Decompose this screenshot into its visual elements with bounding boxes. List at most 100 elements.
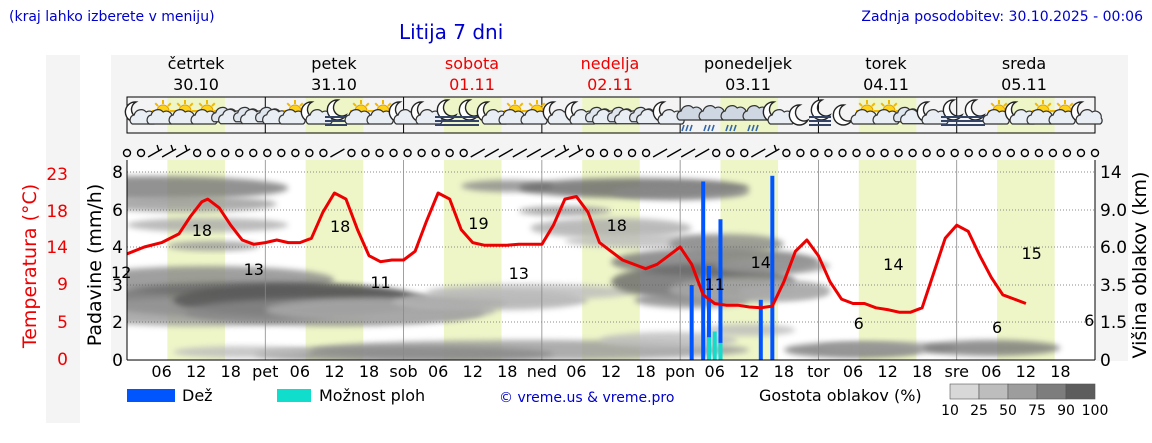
rain-drop	[681, 124, 685, 132]
updated-timestamp: Zadnja posodobitev: 30.10.2025 - 00:06	[861, 9, 1143, 25]
wind-calm-icon	[319, 148, 328, 158]
cloud-height-tick: 3.5	[1100, 276, 1127, 296]
temperature-data-label: 14	[751, 253, 771, 272]
wind-shaft	[147, 148, 163, 158]
wind-barb-icon	[694, 148, 710, 158]
cloud-density-blob	[703, 324, 796, 336]
rain-drop	[685, 124, 689, 132]
rain-drop	[703, 124, 707, 132]
wind-calm-icon	[136, 148, 146, 158]
wind-calm-icon	[122, 148, 132, 158]
cloud-density-blob	[518, 206, 612, 216]
density-swatch	[978, 383, 1009, 400]
moon-shape	[326, 99, 348, 121]
wind-calm-icon	[445, 148, 454, 158]
wind-calm-icon	[305, 148, 314, 158]
wind-shaft	[680, 148, 696, 158]
wind-barb-icon	[484, 148, 500, 158]
x-tick-hour: 18	[635, 362, 655, 381]
sun-ray	[176, 102, 181, 107]
day-date: 01.11	[449, 75, 495, 94]
wind-calm-icon	[206, 148, 216, 158]
credit-link[interactable]: © vreme.us & vreme.pro	[499, 390, 674, 406]
wind-calm-icon	[922, 148, 931, 158]
day-date: 05.11	[1001, 75, 1047, 94]
fog-icon	[941, 99, 964, 126]
wind-calm-icon	[277, 148, 286, 158]
density-swatch	[1036, 383, 1067, 400]
wind-barb-icon	[526, 148, 542, 158]
precipitation-tick: 0	[112, 351, 123, 371]
x-tick-hour: 12	[601, 362, 621, 381]
density-tick: 100	[1082, 403, 1109, 419]
wind-calm-icon	[936, 148, 945, 158]
wind-feather	[184, 144, 188, 152]
x-tick-day: sob	[389, 362, 417, 381]
sun-ray	[352, 102, 357, 107]
wind-barb-icon	[680, 148, 696, 158]
moon-cloud-icon	[1070, 101, 1103, 125]
temperature-data-label: 11	[370, 273, 390, 292]
wind-calm-icon	[235, 148, 244, 158]
x-tick-day: pon	[665, 362, 695, 381]
sun-ray	[990, 102, 995, 107]
temperature-labels: 12 18 13 18 11 19 13 18 11 14 6 14 6 15 6	[111, 214, 1094, 337]
wind-barb-icon	[652, 148, 668, 158]
sun-ray	[1047, 102, 1052, 107]
sun-cloud-icon	[872, 100, 900, 125]
sun-ray	[189, 102, 194, 107]
cloud-density-blob	[167, 241, 260, 251]
sun-ray	[286, 102, 291, 107]
precipitation-axis-label: Padavine (mm/h)	[84, 184, 106, 347]
x-tick-hour: 18	[497, 362, 517, 381]
cloud-density-blob	[922, 340, 1061, 356]
sun-ray	[1056, 102, 1061, 107]
cloud-density-blob	[127, 176, 289, 200]
wind-calm-icon	[263, 148, 272, 158]
cloud-density-layer	[127, 176, 1061, 360]
precipitation-axis: 8 6 4 3 2 0	[112, 163, 123, 371]
wind-shaft	[470, 148, 486, 158]
wind-shaft	[161, 148, 177, 158]
wind-row	[122, 144, 1100, 158]
cloud-height-tick: 14	[1100, 163, 1122, 183]
legend-shower-swatch	[277, 389, 311, 402]
x-tick-hour: 12	[324, 362, 344, 381]
density-tick: 25	[970, 403, 988, 419]
page-title: Litija 7 dni	[399, 20, 503, 44]
rain-bars	[689, 175, 775, 360]
moon-shape	[810, 99, 832, 121]
wind-shaft	[568, 148, 584, 158]
moon-shape	[436, 99, 458, 121]
wind-barb-icon	[330, 148, 345, 158]
cloud-density-blob	[530, 218, 692, 238]
fog-icon	[963, 99, 986, 126]
x-tick-hour: 18	[1050, 362, 1070, 381]
legend-shower-label: Možnost ploh	[319, 386, 425, 405]
wind-shaft	[652, 148, 668, 158]
cloud-density-legend-title: Gostota oblakov (%)	[759, 386, 922, 405]
wind-calm-icon	[599, 148, 609, 158]
fog-icon	[457, 99, 480, 126]
wind-feather	[563, 144, 567, 152]
rain-drop	[689, 124, 693, 132]
cloud-density-blob	[127, 218, 289, 232]
x-tick-hour: 18	[774, 362, 794, 381]
temperature-data-label: 11	[705, 275, 725, 294]
moon-shape	[964, 99, 986, 121]
rain-bar	[701, 181, 706, 360]
x-tick-hour: 06	[705, 362, 725, 381]
x-tick-hour: 12	[1016, 362, 1036, 381]
wind-feather	[170, 144, 174, 152]
cloud-density-blob	[599, 332, 738, 348]
cloud-height-tick: 6.0	[1100, 238, 1127, 258]
daylight-band	[997, 160, 1055, 360]
density-tick: 50	[999, 403, 1017, 419]
sun-ray	[211, 102, 216, 107]
cloud-height-tick: 1.5	[1100, 313, 1127, 333]
rain-drop	[725, 124, 729, 132]
wind-calm-icon	[585, 148, 595, 158]
temperature-data-label: 13	[244, 260, 264, 279]
grid	[127, 160, 1095, 360]
daylight-band	[443, 160, 502, 360]
